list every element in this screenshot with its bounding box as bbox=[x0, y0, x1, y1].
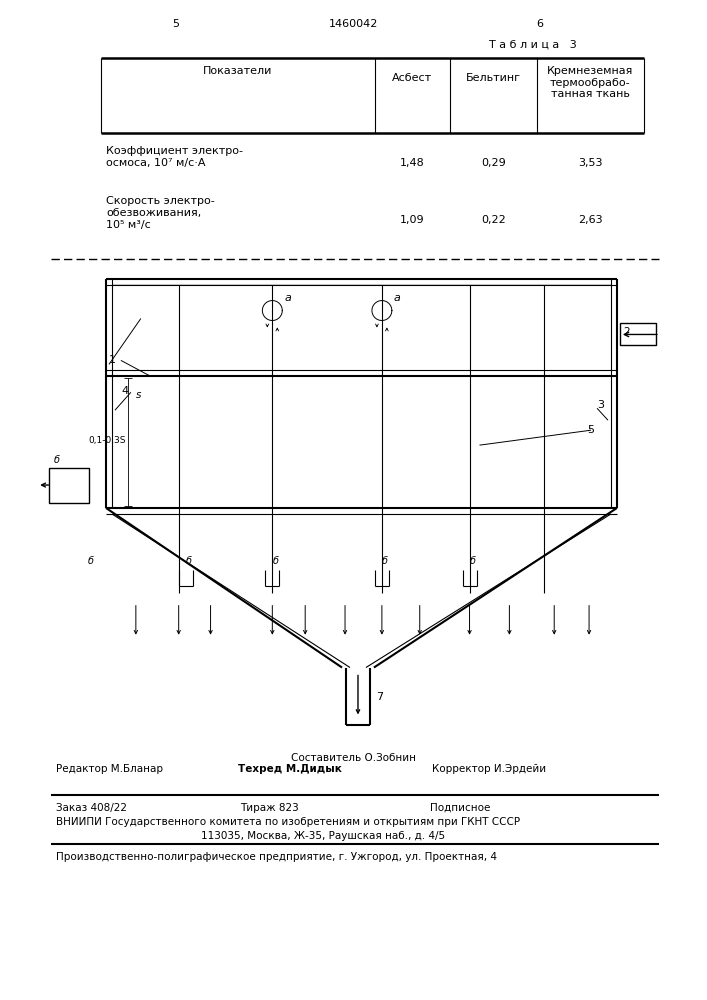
Text: б: б bbox=[469, 556, 476, 566]
Text: Скорость электро-: Скорость электро- bbox=[106, 196, 215, 206]
Text: 0,1-0,3S: 0,1-0,3S bbox=[88, 436, 126, 445]
Text: Показатели: Показатели bbox=[203, 66, 272, 76]
Text: 3: 3 bbox=[597, 400, 604, 410]
Text: Асбест: Асбест bbox=[392, 73, 432, 83]
Text: 10⁵ м³/с: 10⁵ м³/с bbox=[106, 220, 151, 230]
Text: Т а б л и ц а   3: Т а б л и ц а 3 bbox=[489, 39, 577, 49]
Text: Коэффициент электро-: Коэффициент электро- bbox=[106, 146, 243, 156]
Text: 2,63: 2,63 bbox=[578, 215, 602, 225]
Text: 5: 5 bbox=[173, 19, 179, 29]
Text: 3,53: 3,53 bbox=[578, 158, 602, 168]
Text: Подписное: Подписное bbox=[430, 803, 490, 813]
Text: Редактор М.Бланар: Редактор М.Бланар bbox=[56, 764, 163, 774]
Text: Составитель О.Зобнин: Составитель О.Зобнин bbox=[291, 753, 416, 763]
Text: а: а bbox=[284, 293, 291, 303]
Text: Техред М.Дидык: Техред М.Дидык bbox=[238, 764, 342, 774]
Text: обезвоживания,: обезвоживания, bbox=[106, 208, 201, 218]
Text: 113035, Москва, Ж-35, Раушская наб., д. 4/5: 113035, Москва, Ж-35, Раушская наб., д. … bbox=[201, 831, 445, 841]
Text: б: б bbox=[54, 455, 60, 465]
Text: 1,48: 1,48 bbox=[399, 158, 424, 168]
Text: Кремнеземная
термообрабо-
танная ткань: Кремнеземная термообрабо- танная ткань bbox=[547, 66, 633, 99]
Text: а: а bbox=[394, 293, 401, 303]
Text: 1460042: 1460042 bbox=[329, 19, 379, 29]
Text: s: s bbox=[136, 390, 141, 400]
Text: б: б bbox=[272, 556, 279, 566]
Text: Бельтинг: Бельтинг bbox=[466, 73, 521, 83]
Text: 4: 4 bbox=[122, 386, 129, 396]
Text: 2: 2 bbox=[623, 327, 629, 337]
Text: б: б bbox=[186, 556, 192, 566]
Bar bbox=[49, 468, 89, 503]
Text: Корректор И.Эрдейи: Корректор И.Эрдейи bbox=[432, 764, 546, 774]
Text: Производственно-полиграфическое предприятие, г. Ужгород, ул. Проектная, 4: Производственно-полиграфическое предприя… bbox=[56, 852, 497, 862]
Text: 0,22: 0,22 bbox=[481, 215, 506, 225]
Text: 0,29: 0,29 bbox=[481, 158, 506, 168]
Text: 1: 1 bbox=[109, 355, 116, 365]
Text: 6: 6 bbox=[536, 19, 543, 29]
Text: Заказ 408/22: Заказ 408/22 bbox=[56, 803, 127, 813]
Bar bbox=[620, 323, 656, 345]
Text: б: б bbox=[88, 556, 94, 566]
Text: б: б bbox=[382, 556, 388, 566]
Text: 1,09: 1,09 bbox=[399, 215, 424, 225]
Text: 5: 5 bbox=[587, 425, 594, 435]
Text: ВНИИПИ Государственного комитета по изобретениям и открытиям при ГКНТ СССР: ВНИИПИ Государственного комитета по изоб… bbox=[56, 817, 520, 827]
Text: осмоса, 10⁷ м/с·А: осмоса, 10⁷ м/с·А bbox=[106, 158, 206, 168]
Text: Тираж 823: Тираж 823 bbox=[240, 803, 299, 813]
Text: 7: 7 bbox=[376, 692, 383, 702]
